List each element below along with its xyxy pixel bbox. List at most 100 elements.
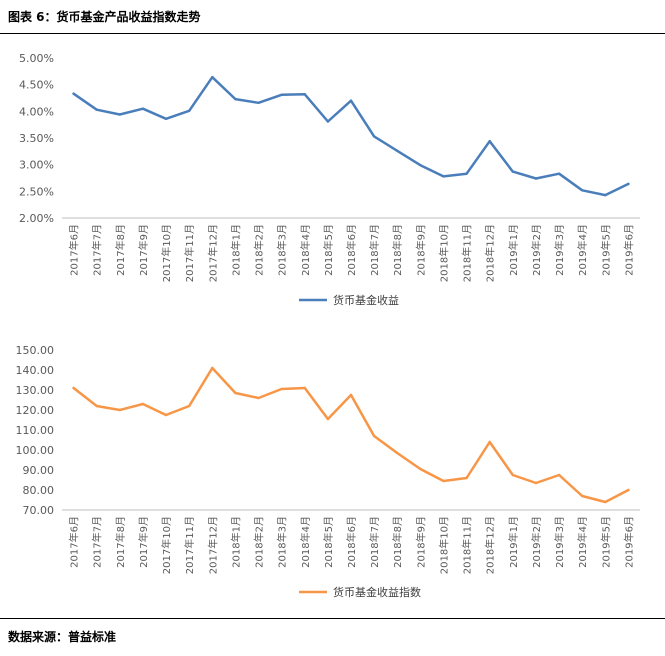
x-tick-label: 2019年2月 <box>530 516 543 568</box>
x-tick-label: 2018年4月 <box>299 224 312 276</box>
data-point <box>211 366 214 370</box>
x-tick-label: 2018年1月 <box>229 516 242 568</box>
data-point <box>442 175 445 178</box>
x-tick-label: 2018年11月 <box>461 224 474 282</box>
data-point <box>118 408 122 412</box>
data-point <box>581 494 584 498</box>
data-point <box>627 488 630 492</box>
y-tick-label: 90.00 <box>23 464 55 477</box>
x-tick-label: 2018年7月 <box>368 516 381 568</box>
y-tick-label: 150.00 <box>16 344 55 357</box>
y-tick-label: 3.50% <box>19 132 54 145</box>
data-point <box>188 109 191 113</box>
data-point <box>627 182 630 186</box>
x-tick-label: 2018年11月 <box>461 516 474 574</box>
data-point <box>511 473 514 477</box>
y-tick-label: 2.00% <box>19 212 54 225</box>
data-point <box>349 99 353 102</box>
y-tick-label: 4.50% <box>19 79 54 92</box>
x-tick-label: 2018年4月 <box>299 516 312 568</box>
x-tick-label: 2018年6月 <box>345 516 358 568</box>
x-tick-label: 2017年6月 <box>68 516 81 568</box>
x-tick-label: 2017年8月 <box>114 516 127 568</box>
x-tick-label: 2017年10月 <box>160 516 173 574</box>
data-point <box>234 97 237 101</box>
x-tick-label: 2018年5月 <box>322 516 335 568</box>
x-tick-label: 2018年5月 <box>322 224 335 276</box>
x-tick-label: 2018年6月 <box>345 224 358 276</box>
x-tick-label: 2018年3月 <box>276 224 289 276</box>
x-tick-label: 2018年8月 <box>391 516 404 568</box>
x-tick-label: 2019年2月 <box>530 224 543 276</box>
yield-line-chart: 2.00% 2.50% 3.00% 3.50% 4.00% 4.50% 5.00% 2017年… <box>19 52 640 307</box>
x-tick-label: 2018年10月 <box>437 224 450 282</box>
data-point <box>72 386 75 390</box>
data-point <box>534 481 538 485</box>
x-tick-label: 2018年8月 <box>391 224 404 276</box>
data-point <box>557 172 561 175</box>
x-tick-label: 2018年12月 <box>484 516 497 574</box>
x-tick-label: 2019年1月 <box>507 224 520 276</box>
x-tick-label: 2017年7月 <box>91 224 104 276</box>
data-point <box>442 479 445 483</box>
y-tick-label: 2.50% <box>19 185 54 198</box>
data-point <box>164 117 168 121</box>
data-point <box>257 396 260 400</box>
data-point <box>280 93 283 96</box>
x-tick-label: 2017年12月 <box>206 224 219 282</box>
x-tick-label: 2018年7月 <box>368 224 381 276</box>
data-point <box>164 413 168 417</box>
x-tick-label: 2018年2月 <box>253 224 266 276</box>
data-point <box>534 177 538 180</box>
data-point <box>604 500 607 504</box>
data-point <box>396 451 399 455</box>
x-tick-label: 2019年4月 <box>576 224 589 276</box>
x-tick-label: 2017年10月 <box>160 224 173 282</box>
bottom-divider <box>0 618 665 619</box>
y-tick-label: 100.00 <box>16 444 55 457</box>
data-point <box>257 101 260 104</box>
source-note: 数据来源：普益标准 <box>8 630 117 644</box>
x-tick-label: 2019年4月 <box>576 516 589 568</box>
x-tick-label: 2017年11月 <box>183 224 196 282</box>
y-tick-label: 130.00 <box>16 384 55 397</box>
x-tick-label: 2018年9月 <box>414 516 427 568</box>
data-point <box>141 402 145 406</box>
data-point <box>604 193 607 197</box>
data-point <box>372 135 376 138</box>
data-point <box>511 170 514 173</box>
data-point <box>303 93 306 96</box>
data-point <box>118 113 122 116</box>
series-line <box>72 75 630 197</box>
x-tick-label: 2017年11月 <box>183 516 196 574</box>
y-tick-label: 110.00 <box>16 424 55 437</box>
data-point <box>234 391 237 395</box>
x-tick-label: 2018年3月 <box>276 516 289 568</box>
data-point <box>557 473 561 477</box>
x-tick-label: 2019年1月 <box>507 516 520 568</box>
data-point <box>280 387 283 391</box>
y-tick-label: 140.00 <box>16 364 55 377</box>
y-tick-label: 4.00% <box>19 105 54 118</box>
data-point <box>211 76 214 79</box>
x-tick-label: 2018年1月 <box>229 224 242 276</box>
data-point <box>141 107 145 110</box>
data-point <box>372 434 376 438</box>
x-tick-label: 2017年6月 <box>68 224 81 276</box>
data-point <box>488 140 491 143</box>
x-tick-label: 2019年3月 <box>553 224 566 276</box>
x-tick-label: 2017年8月 <box>114 224 127 276</box>
x-tick-label: 2017年7月 <box>91 516 104 568</box>
y-tick-label: 3.00% <box>19 159 54 172</box>
data-point <box>188 404 191 408</box>
data-point <box>303 386 306 390</box>
x-tick-label: 2018年2月 <box>253 516 266 568</box>
data-point <box>488 440 491 444</box>
data-point <box>419 467 422 471</box>
x-tick-label: 2019年6月 <box>622 224 635 276</box>
x-tick-label: 2017年9月 <box>137 516 150 568</box>
series-line <box>72 366 630 504</box>
x-tick-label: 2019年5月 <box>599 516 612 568</box>
data-point <box>95 108 98 111</box>
x-tick-label: 2017年9月 <box>137 224 150 276</box>
